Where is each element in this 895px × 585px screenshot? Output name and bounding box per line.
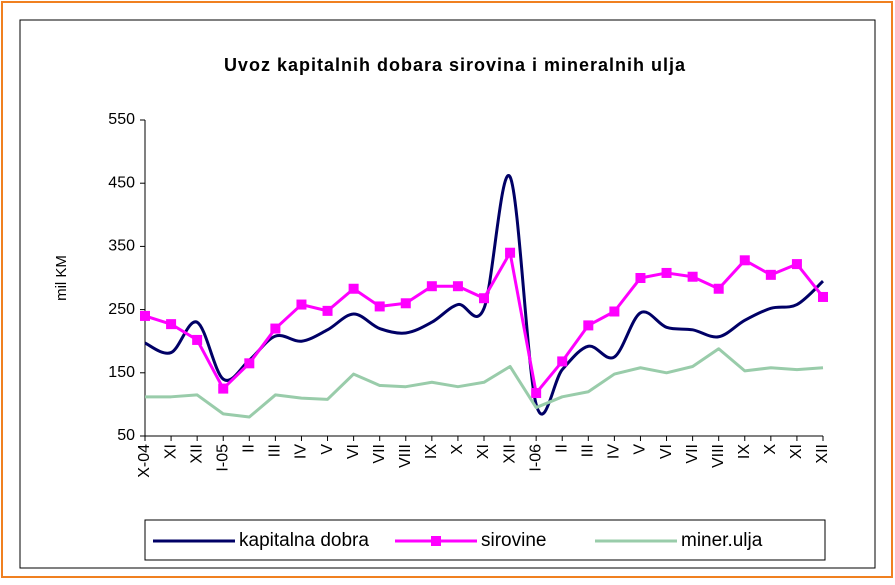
- point-marker: [322, 305, 333, 316]
- x-tick-label: XI: [788, 444, 805, 459]
- x-tick-label: I-06: [527, 444, 544, 472]
- x-tick-label: I-05: [214, 444, 231, 472]
- legend-label: kapitalna dobra: [239, 530, 369, 551]
- point-marker: [426, 281, 437, 292]
- y-tick-label: 450: [108, 174, 135, 191]
- y-tick-label: 250: [108, 301, 135, 318]
- x-tick-label: II: [241, 444, 258, 453]
- x-tick-label: X: [449, 444, 466, 455]
- x-tick-label: XII: [188, 444, 205, 464]
- legend-marker: [431, 536, 441, 546]
- point-marker: [531, 388, 542, 399]
- x-tick-label: VI: [345, 444, 362, 459]
- point-marker: [296, 299, 307, 310]
- x-tick-label: VII: [371, 444, 388, 464]
- legend-label: miner.ulja: [681, 530, 763, 551]
- point-marker: [479, 293, 489, 304]
- x-tick-label: IX: [423, 444, 440, 459]
- x-tick-label: III: [580, 444, 597, 457]
- point-marker: [818, 291, 828, 302]
- point-marker: [218, 383, 229, 394]
- x-tick-label: X: [762, 444, 779, 455]
- x-tick-label: II: [553, 444, 570, 453]
- x-tick-label: XII: [814, 444, 831, 464]
- y-axis-label: mil KM: [53, 255, 70, 301]
- x-tick-label: X-04: [136, 444, 153, 478]
- x-tick-label: V: [319, 444, 336, 455]
- point-marker: [635, 273, 646, 283]
- x-tick-label: VI: [658, 444, 675, 459]
- point-marker: [583, 320, 594, 331]
- x-tick-label: IX: [736, 444, 753, 459]
- x-tick-label: VII: [684, 444, 701, 464]
- point-marker: [140, 310, 150, 321]
- x-tick-label: IV: [293, 444, 310, 459]
- point-marker: [609, 306, 620, 317]
- y-tick-label: 350: [108, 238, 135, 255]
- point-marker: [557, 356, 568, 367]
- point-marker: [348, 283, 359, 294]
- x-tick-label: IV: [606, 444, 623, 459]
- x-tick-label: III: [267, 444, 284, 457]
- legend-box: [144, 519, 826, 561]
- point-marker: [400, 298, 411, 309]
- x-tick-label: VIII: [397, 444, 414, 468]
- chart-title: Uvoz kapitalnih dobara sirovina i minera…: [224, 55, 686, 75]
- point-marker: [791, 259, 802, 270]
- point-marker: [765, 269, 776, 280]
- series-line: [145, 347, 824, 419]
- point-marker: [739, 255, 750, 266]
- x-tick-label: XI: [162, 444, 179, 459]
- point-marker: [244, 358, 255, 369]
- point-marker: [687, 271, 698, 282]
- point-marker: [166, 319, 177, 330]
- point-marker: [505, 247, 516, 258]
- legend-label: sirovine: [481, 530, 546, 551]
- point-marker: [713, 283, 724, 294]
- y-tick-label: 550: [108, 111, 135, 128]
- point-marker: [452, 281, 463, 292]
- point-marker: [270, 323, 281, 334]
- point-marker: [374, 301, 385, 312]
- chart-frame: [19, 19, 876, 569]
- x-tick-label: VIII: [710, 444, 727, 468]
- point-marker: [192, 334, 203, 345]
- x-tick-label: XI: [475, 444, 492, 459]
- point-marker: [661, 267, 672, 278]
- y-tick-label: 50: [117, 427, 135, 444]
- y-tick-label: 150: [108, 364, 135, 381]
- x-tick-label: V: [632, 444, 649, 455]
- x-tick-label: XII: [501, 444, 518, 464]
